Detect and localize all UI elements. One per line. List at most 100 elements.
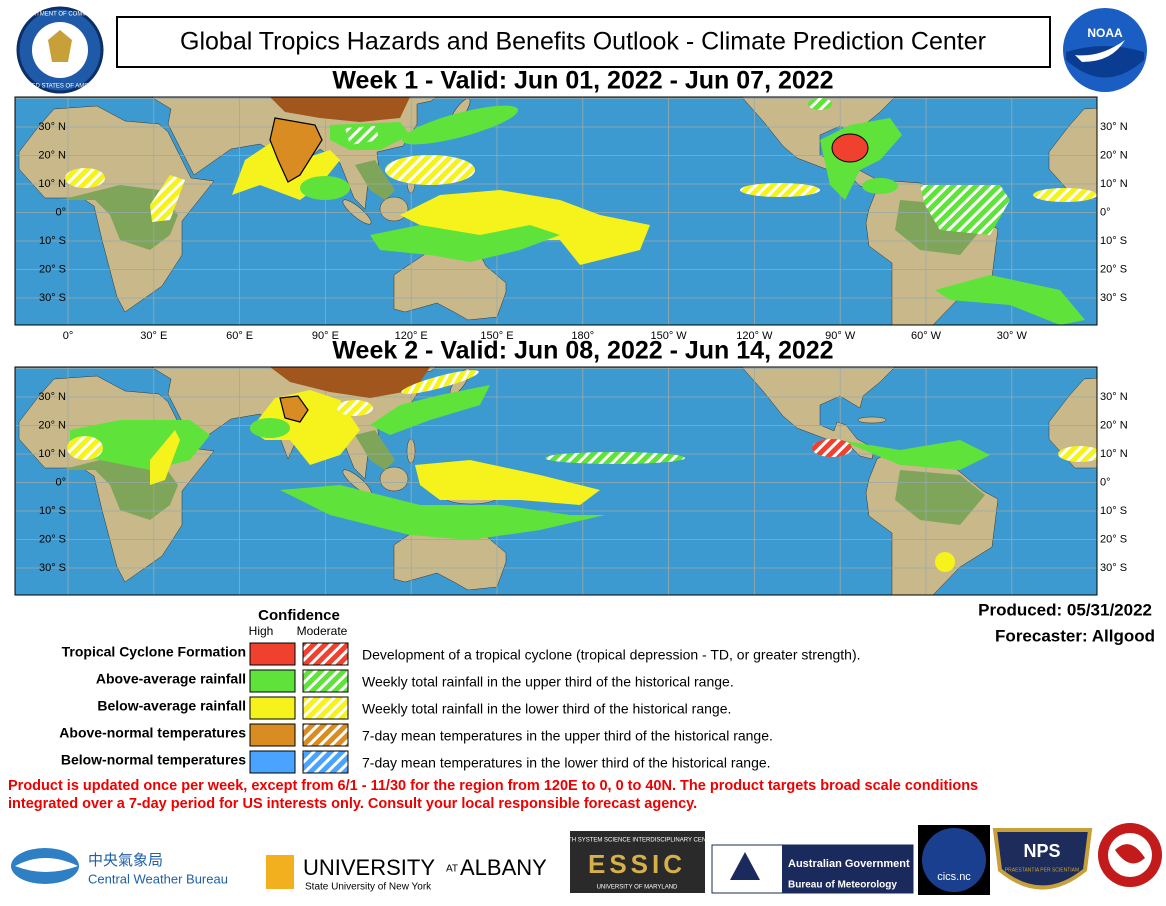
title: Global Tropics Hazards and Benefits Outl… (180, 28, 986, 56)
latitude-label: 20° N (1100, 149, 1128, 161)
legend-swatches-rect (302, 750, 349, 774)
longitude-label: 150° W (650, 330, 687, 342)
bom-logo-text: Bureau of Meteorology (788, 880, 897, 891)
longitude-label: 90° E (312, 330, 339, 342)
latitude-label: 20° N (38, 419, 66, 431)
latitude-label: 30° N (1100, 391, 1128, 403)
latitude-label: 0° (1100, 476, 1111, 488)
hazards-ellipse (65, 168, 105, 188)
albany-logo-text: AT (446, 864, 458, 875)
latitude-label: 30° S (1100, 562, 1127, 574)
hazards-ellipse (812, 439, 852, 457)
legend-label: Below-average rainfall (97, 698, 246, 714)
hazards-polygon (279, 395, 309, 423)
hazards-ellipse (740, 183, 820, 197)
cics-logo-circle (922, 828, 986, 892)
legend-swatches-rect (302, 696, 349, 720)
longitude-label: 120° E (395, 330, 428, 342)
legend-swatches-rect (302, 723, 349, 747)
latitude-label: 30° N (1100, 121, 1128, 133)
latitude-label: 30° S (1100, 292, 1127, 304)
legend-label: Below-normal temperatures (61, 752, 246, 768)
nps-logo-text: NPS (1023, 841, 1060, 861)
legend-swatches-rect (249, 642, 296, 666)
hazards-polygon (150, 175, 185, 222)
latitude-label: 0° (55, 206, 66, 218)
disclaimer-line: Product is updated once per week, except… (8, 778, 978, 794)
hazards-polygon (270, 97, 410, 122)
seal-eagle (48, 30, 72, 62)
longitude-label: 30° W (997, 330, 1028, 342)
essic-logo-text: UNIVERSITY OF MARYLAND (597, 885, 678, 891)
hazards-polygon (250, 390, 360, 465)
coordinate-labels: 30° N 30° N 20° N 20° N 10° N 10° N 0° 0° 10° S 1… (38, 121, 1127, 574)
nws-logo (1098, 823, 1162, 887)
hazards-polygon (920, 185, 1010, 235)
hazards-polygon (269, 117, 323, 183)
hazards-polygon (270, 367, 430, 398)
longitude-label: 90° W (825, 330, 856, 342)
cics-logo: cics.nc (918, 825, 990, 895)
latitude-label: 10° S (1100, 235, 1127, 247)
legend-label: Tropical Cyclone Formation (62, 644, 246, 660)
hazards-polygon (280, 485, 605, 540)
legend-description: Development of a tropical cyclone (tropi… (362, 647, 861, 663)
produced: Produced: 05/31/2022 (978, 600, 1152, 619)
hazards-polygon (345, 126, 380, 145)
legend-description: 7-day mean temperatures in the upper thi… (362, 728, 773, 744)
latitude-label: 10° N (38, 448, 66, 460)
forecaster: Forecaster: Allgood (995, 626, 1155, 645)
legend-swatches-rect (249, 669, 296, 693)
longitude-label: 60° E (226, 330, 253, 342)
hazards-ellipse (250, 418, 290, 438)
cwb-logo-text: Central Weather Bureau (88, 871, 228, 886)
hazards-polygon (935, 275, 1085, 325)
bom-logo-rect (782, 845, 913, 893)
map-frame (14, 96, 1098, 326)
hazards-ellipse (401, 370, 479, 394)
latitude-label: 20° S (39, 533, 66, 545)
legend-description: 7-day mean temperatures in the lower thi… (362, 755, 771, 771)
bom-logo-text: Australian Government (788, 858, 910, 870)
hazards-ellipse (545, 452, 685, 464)
hazards-ellipse (862, 178, 898, 194)
hazards-ellipse (808, 98, 832, 110)
albany-logo: UNIVERSITY AT ALBANY State University of… (266, 855, 547, 893)
longitude-label: 30° E (140, 330, 167, 342)
latitude-label: 10° N (38, 178, 66, 190)
map-frame (14, 366, 1098, 596)
map-layers (15, 97, 1097, 325)
noaa-bird (1075, 40, 1125, 62)
latitude-label: 30° S (39, 292, 66, 304)
latitude-label: 10° S (39, 505, 66, 517)
albany-logo-text: ALBANY (460, 855, 547, 880)
bom-logo: Australian Government Bureau of Meteorol… (711, 844, 914, 894)
longitude-label: 0° (63, 330, 74, 342)
nps-logo-path (992, 828, 1093, 890)
longitude-label: 180° (571, 330, 594, 342)
legend-description: Weekly total rainfall in the upper third… (362, 674, 734, 690)
hazards-ellipse (300, 176, 350, 200)
albany-logo-text: UNIVERSITY (303, 855, 435, 880)
noaa-text: NOAA (1087, 26, 1123, 40)
longitude-label: 150° E (480, 330, 513, 342)
legend-swatches (249, 642, 349, 774)
latitude-label: 20° N (38, 149, 66, 161)
week1-map (14, 96, 1098, 326)
legend-swatches-rect (249, 723, 296, 747)
cwb-logo-path (15, 858, 78, 872)
bom-logo-path (730, 852, 760, 880)
latitude-label: 20° S (1100, 533, 1127, 545)
latitude-label: 20° S (1100, 263, 1127, 275)
hazards-polygon (370, 225, 560, 262)
cics-logo-text: cics.nc (937, 871, 971, 883)
latitude-label: 30° N (38, 121, 66, 133)
legend-swatches-rect (302, 642, 349, 666)
nps-logo-text: PRAESTANTIA PER SCIENTIAM (1005, 867, 1079, 873)
latitude-label: 20° N (1100, 419, 1128, 431)
hazards (65, 97, 1097, 325)
week1-heading: Week 1 - Valid: Jun 01, 2022 - Jun 07, 2… (332, 67, 833, 95)
